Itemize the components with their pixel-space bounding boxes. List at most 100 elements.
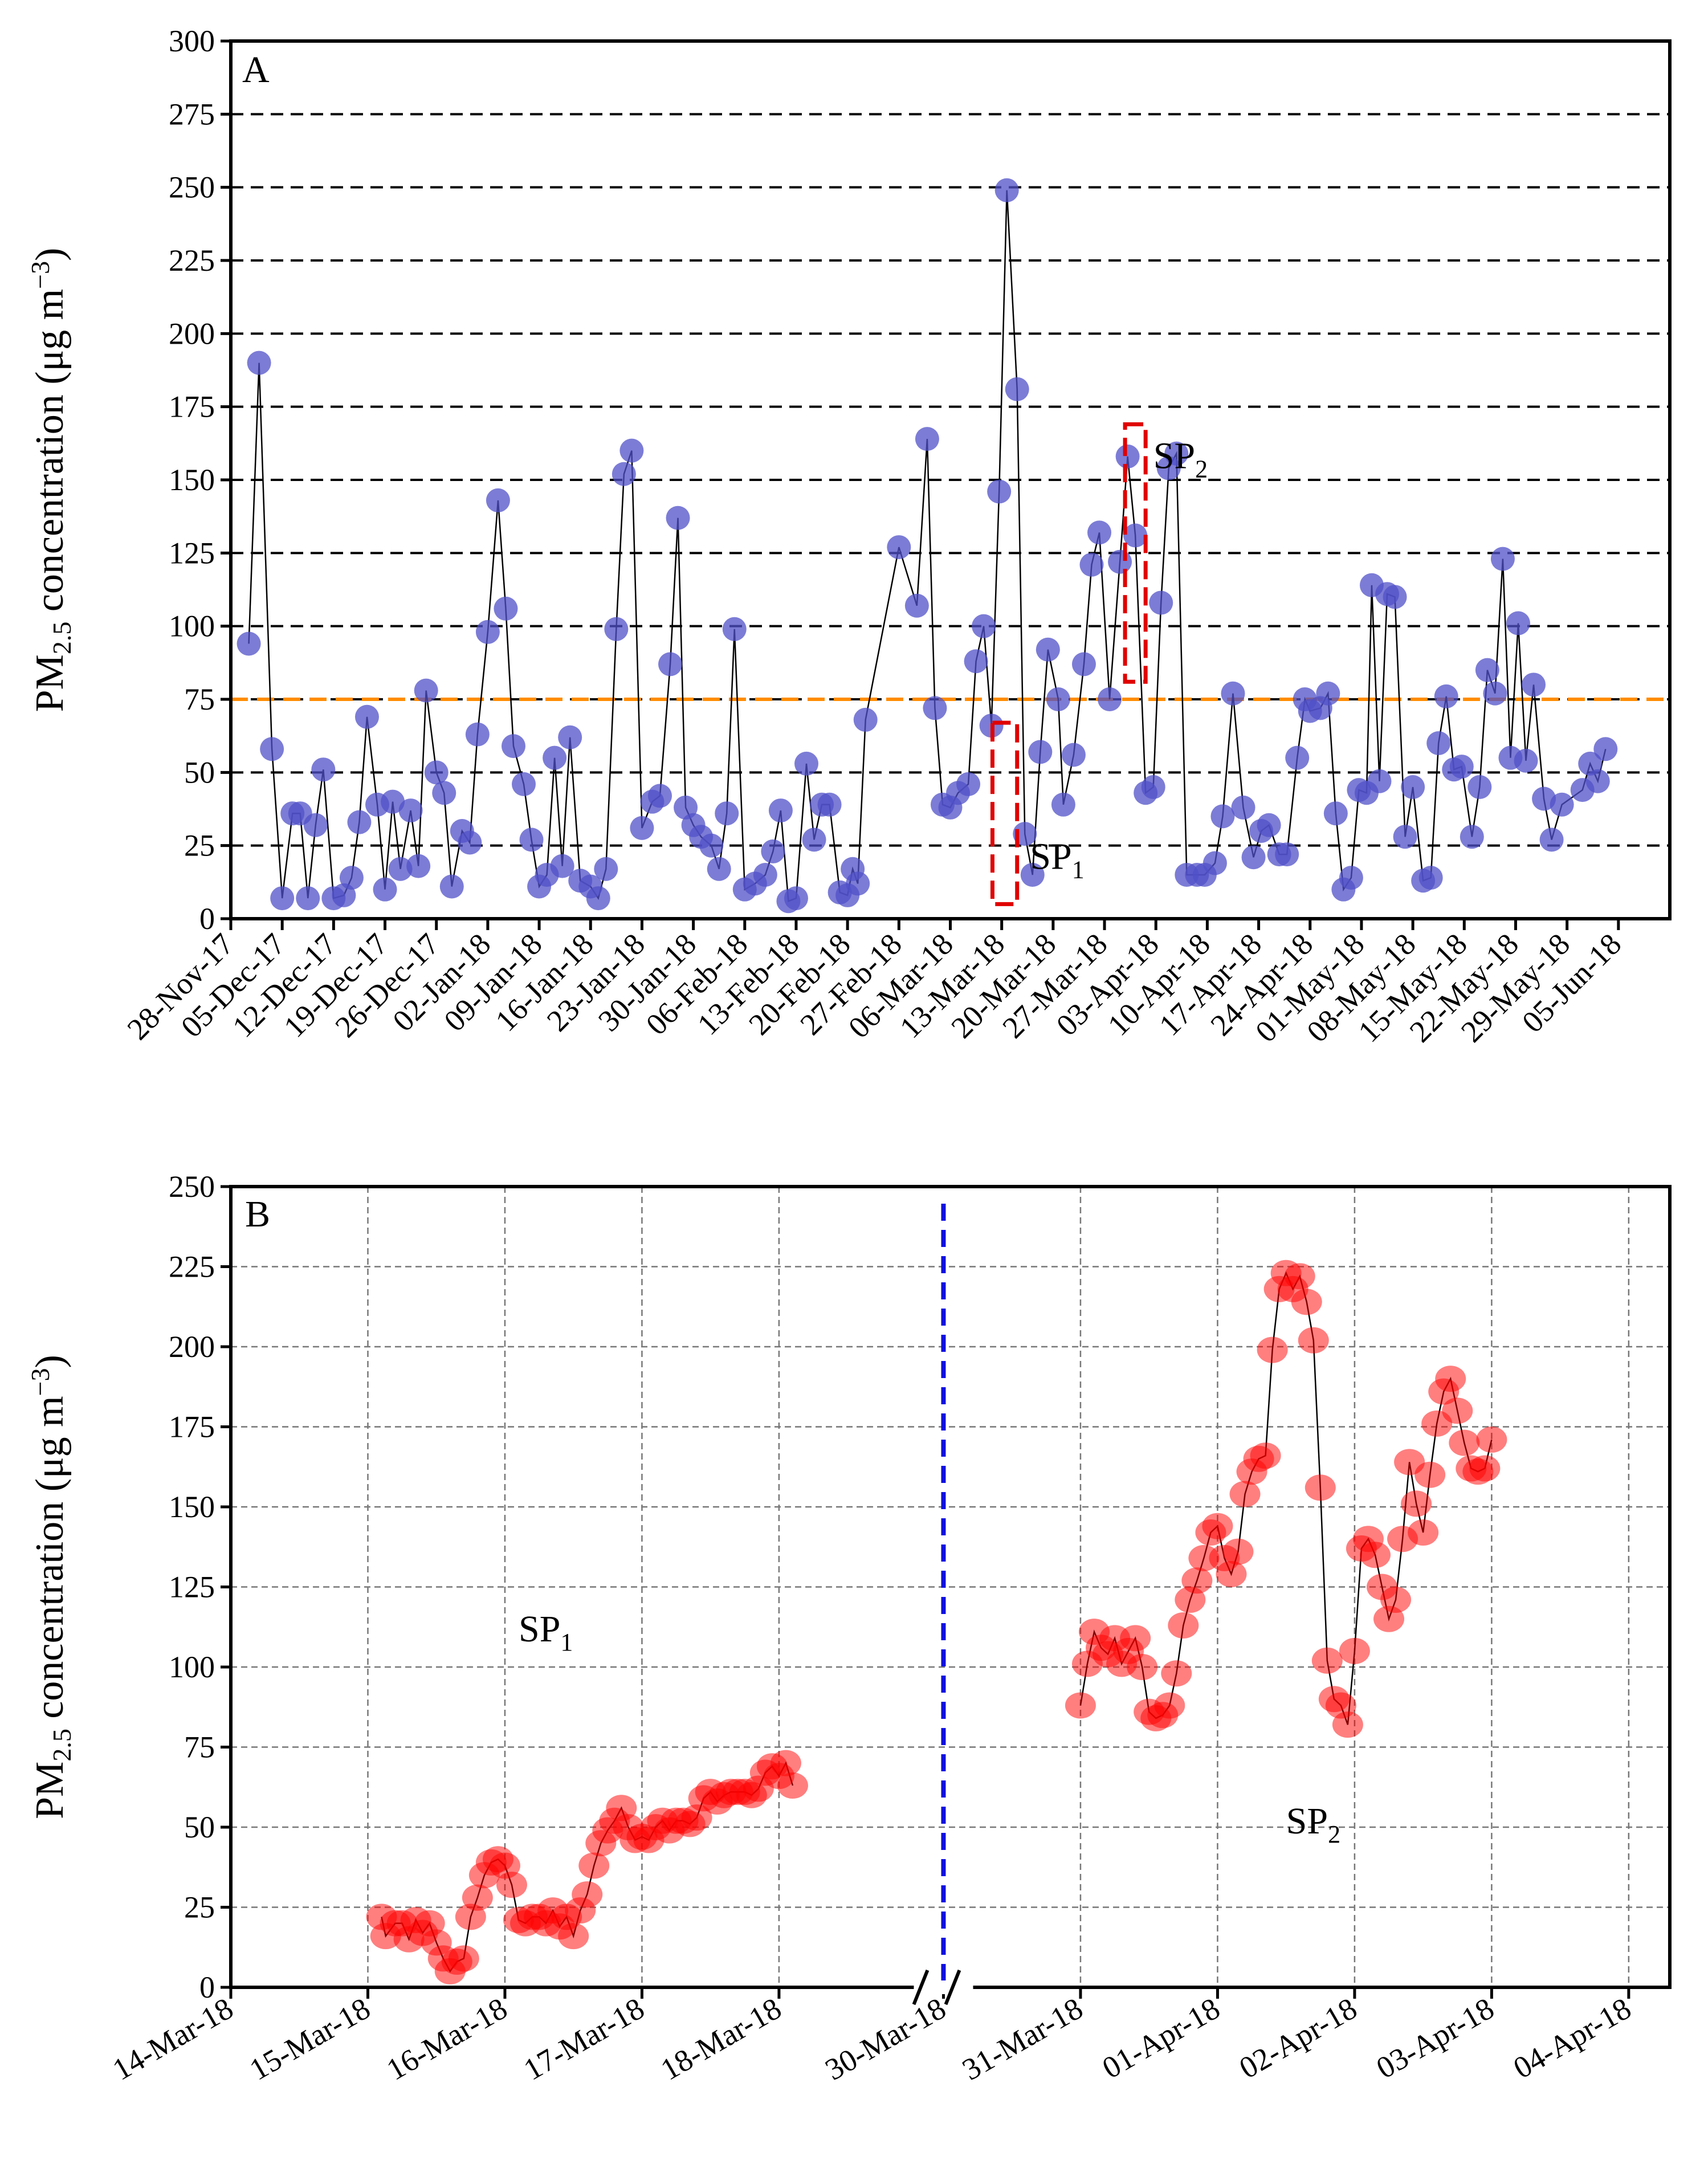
data-point-sp2: [1284, 1263, 1315, 1290]
data-point: [658, 652, 683, 676]
data-point: [354, 704, 379, 729]
y-tick-label: 175: [169, 390, 215, 424]
data-point-sp2: [1401, 1490, 1432, 1517]
data-point: [1506, 611, 1530, 635]
data-point: [512, 772, 536, 796]
data-point: [1323, 801, 1348, 826]
data-point: [1514, 748, 1538, 773]
y-tick-label: 50: [184, 1810, 215, 1844]
x-tick-label: 17-Mar-18: [518, 1991, 650, 2086]
data-point: [1426, 731, 1451, 755]
data-point: [1539, 828, 1564, 852]
data-point: [406, 854, 431, 878]
data-point: [1115, 444, 1140, 468]
data-point: [904, 593, 929, 618]
data-point: [1593, 737, 1618, 761]
data-point-sp2: [1216, 1561, 1247, 1588]
data-point: [1164, 441, 1189, 466]
data-point-sp2: [1120, 1625, 1151, 1652]
data-point: [1316, 681, 1340, 706]
data-point: [1141, 775, 1165, 799]
data-point-sp2: [1154, 1692, 1185, 1719]
panel-label-a: A: [242, 49, 270, 91]
panel-label-b: B: [245, 1193, 270, 1235]
data-point-sp2: [1229, 1481, 1261, 1507]
data-point: [817, 792, 842, 817]
data-point: [1231, 795, 1255, 820]
y-tick-label: 0: [199, 1970, 215, 2004]
data-point: [923, 696, 947, 720]
sp-annotation: SP2: [1153, 435, 1208, 483]
y-axis-label: PM2.5 concentration (μg m−3): [26, 1355, 76, 1819]
x-tick-label: 15-Mar-18: [244, 1991, 376, 2086]
data-point: [715, 801, 739, 826]
data-point-sp2: [1332, 1711, 1363, 1738]
data-point: [987, 479, 1012, 504]
data-point: [519, 828, 544, 852]
data-point-sp2: [1408, 1519, 1439, 1546]
data-point: [550, 854, 574, 878]
data-point: [666, 506, 690, 530]
data-point: [439, 874, 464, 899]
data-point: [501, 734, 525, 759]
data-point: [1087, 520, 1112, 545]
data-point: [1210, 804, 1235, 829]
data-point: [347, 810, 372, 834]
data-point: [1339, 866, 1363, 890]
data-point: [972, 614, 996, 638]
y-tick-label: 250: [169, 1169, 215, 1204]
panel-a-annotations: SP1 SP2 A: [242, 49, 1208, 906]
panel-a-data-points: [237, 178, 1618, 914]
data-point: [247, 351, 271, 375]
data-point-sp1: [462, 1884, 493, 1911]
y-tick-label: 0: [199, 902, 215, 936]
y-tick-label: 50: [184, 755, 215, 789]
x-tick-label: 31-Mar-18: [956, 1991, 1089, 2086]
y-tick-label: 25: [184, 1890, 215, 1925]
data-point: [1221, 681, 1245, 706]
data-point: [586, 886, 610, 911]
data-point: [1393, 825, 1417, 849]
y-tick-label: 225: [169, 1250, 215, 1284]
data-point: [373, 877, 397, 902]
data-point-sp1: [777, 1772, 808, 1799]
data-point: [1522, 673, 1546, 697]
x-tick-label: 04-Apr-18: [1507, 1991, 1636, 2085]
data-point: [846, 871, 870, 896]
data-point-sp2: [1339, 1637, 1370, 1664]
panel-b-axes: 0 25 50 75 100 125 150 175 200 225 250 14-Mar-18 15-…: [26, 1169, 1672, 2087]
data-point-sp2: [1181, 1567, 1213, 1594]
data-point: [339, 866, 364, 890]
data-point: [1275, 842, 1299, 867]
y-tick-label: 300: [169, 24, 215, 58]
data-point-sp1: [496, 1872, 527, 1898]
data-point: [1532, 786, 1556, 811]
data-point-sp2: [1127, 1654, 1158, 1680]
data-point: [761, 839, 785, 863]
data-point: [237, 631, 261, 656]
data-point: [543, 745, 567, 770]
x-tick-label: 14-Mar-18: [107, 1991, 239, 2086]
data-point: [1123, 523, 1148, 548]
data-point: [458, 830, 482, 855]
data-point: [1108, 549, 1132, 574]
data-point: [381, 789, 405, 814]
data-point-sp2: [1442, 1397, 1473, 1424]
data-point: [1550, 792, 1574, 817]
data-point: [619, 438, 644, 463]
data-point: [296, 886, 320, 911]
data-point: [1475, 658, 1499, 682]
panel-a-chart: SP1 SP2 A 0 25 50 75 100 125 150 175 200 225 250 275 3…: [26, 24, 1672, 1049]
sp-annotation: SP1: [519, 1608, 573, 1656]
highlight-box: [1123, 422, 1148, 684]
data-point-sp2: [1202, 1513, 1233, 1539]
y-tick-label: 25: [184, 829, 215, 863]
data-point: [558, 725, 582, 749]
data-point-sp1: [572, 1881, 603, 1908]
data-point: [594, 857, 618, 881]
data-point: [887, 535, 911, 560]
data-point: [964, 649, 988, 674]
data-point: [1061, 743, 1086, 767]
y-tick-label: 125: [169, 536, 215, 570]
